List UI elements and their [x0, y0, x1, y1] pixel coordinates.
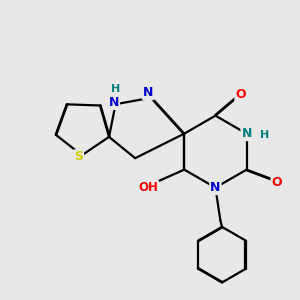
- Text: O: O: [272, 176, 282, 189]
- Text: N: N: [242, 127, 252, 140]
- Text: N: N: [109, 96, 119, 109]
- Text: OH: OH: [138, 181, 158, 194]
- Text: N: N: [210, 181, 220, 194]
- Text: N: N: [143, 86, 154, 99]
- Text: H: H: [260, 130, 269, 140]
- Text: O: O: [235, 88, 246, 101]
- Text: S: S: [74, 150, 83, 163]
- Text: H: H: [111, 85, 120, 94]
